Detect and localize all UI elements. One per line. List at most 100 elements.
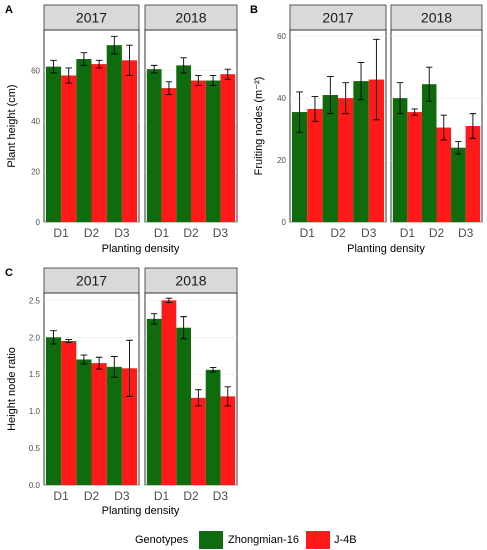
facet-strip	[144, 4, 238, 31]
bar	[338, 98, 354, 222]
y-tick-label: 40	[277, 94, 286, 103]
y-axis-title: Plant height (cm)	[6, 84, 18, 167]
x-tick-label: D2	[330, 226, 346, 240]
facet-2018: 2018 D1 D2 D3	[390, 4, 483, 240]
error-bar	[440, 114, 447, 141]
facet-strip-label: 2018	[175, 273, 206, 289]
bar	[176, 65, 191, 222]
error-bar	[110, 356, 118, 378]
x-tick-label: D2	[183, 226, 199, 240]
error-bar	[95, 59, 103, 69]
x-tick-label: D3	[458, 226, 474, 240]
bar	[291, 112, 308, 222]
error-bar	[95, 356, 103, 370]
facet-strip-label: 2017	[322, 10, 353, 26]
y-tick-label: 1.0	[29, 407, 41, 416]
error-bar	[455, 141, 462, 155]
legend-title: Genotypes	[135, 534, 189, 546]
legend: Genotypes Zhongmian-16 J-4B	[135, 531, 357, 549]
legend-swatch	[306, 531, 330, 549]
error-bar	[80, 52, 88, 66]
error-bar	[195, 75, 202, 87]
error-bar	[373, 38, 380, 121]
x-tick-label: D1	[400, 226, 416, 240]
legend-label: Zhongmian-16	[228, 534, 299, 546]
error-bar	[296, 91, 303, 133]
facet-strip	[43, 267, 140, 294]
x-tick-label: D2	[84, 489, 100, 503]
bar	[45, 66, 62, 222]
error-bar	[195, 389, 202, 407]
facet-strip-label: 2017	[76, 10, 107, 26]
error-bar	[126, 339, 133, 397]
bar	[106, 45, 122, 222]
error-bar	[126, 44, 133, 76]
y-tick-label: 20	[31, 167, 40, 176]
error-bar	[150, 313, 158, 325]
bar	[368, 79, 385, 222]
facet-strip-label: 2017	[76, 273, 107, 289]
y-tick-label: 0	[36, 218, 41, 227]
error-bar	[426, 66, 433, 102]
bar	[392, 98, 408, 222]
facet-2018: 2018 D1 D2 D3	[144, 4, 238, 240]
y-tick-label: 0.5	[29, 444, 41, 453]
facet-2017: 2017 D1 D2 D3	[289, 4, 387, 240]
bar	[161, 300, 177, 485]
error-bar	[180, 57, 187, 74]
x-tick-label: D1	[300, 226, 316, 240]
y-axis-title: Fruiting nodes (m⁻²)	[253, 77, 265, 176]
x-tick-label: D3	[361, 226, 377, 240]
x-tick-label: D3	[114, 226, 130, 240]
x-tick-label: D2	[429, 226, 445, 240]
error-bar	[209, 75, 217, 87]
bar	[220, 396, 236, 485]
bar	[76, 359, 92, 485]
bar	[465, 126, 481, 222]
error-bar	[50, 59, 57, 74]
x-tick-label: D1	[53, 489, 69, 503]
x-tick-label: D1	[53, 226, 69, 240]
bar	[322, 95, 338, 222]
x-axis-title: Planting density	[102, 243, 180, 255]
error-bar	[209, 367, 217, 373]
bar	[205, 369, 221, 485]
error-bar	[180, 316, 187, 340]
bar	[76, 59, 92, 223]
error-bar	[224, 68, 232, 80]
facet-2018: 2018 D1 D2 D3	[144, 267, 238, 503]
panel-c: C 0.0 0.5 1.0 1.5 2.0 2.5 Height node ratio 2017…	[5, 267, 238, 517]
error-bar	[326, 76, 334, 115]
bar	[451, 147, 466, 222]
error-bar	[80, 354, 88, 365]
bar	[436, 127, 452, 222]
error-bar	[65, 339, 73, 343]
bar	[45, 337, 62, 485]
bar	[307, 108, 323, 222]
error-bar	[357, 62, 365, 101]
bar	[421, 84, 437, 223]
bar	[353, 81, 369, 222]
bar	[106, 366, 122, 485]
bar	[176, 327, 191, 485]
y-tick-label: 2.5	[29, 296, 41, 305]
bar	[146, 318, 162, 485]
bar	[121, 368, 138, 485]
facet-strip	[390, 4, 483, 31]
panel-letter: B	[250, 4, 258, 16]
error-bar	[50, 330, 57, 345]
error-bar	[342, 82, 350, 115]
facet-2017: 2017 D1 D2 D3	[43, 267, 140, 503]
bar	[205, 80, 221, 223]
panel-letter: C	[5, 267, 13, 279]
x-tick-label: D3	[213, 226, 229, 240]
facet-strip-label: 2018	[421, 10, 452, 26]
bar	[121, 60, 138, 222]
y-axis-title: Height node ratio	[6, 347, 18, 431]
bar	[91, 363, 107, 485]
error-bar	[411, 108, 418, 116]
x-tick-label: D3	[114, 489, 130, 503]
facet-strip	[289, 4, 387, 31]
